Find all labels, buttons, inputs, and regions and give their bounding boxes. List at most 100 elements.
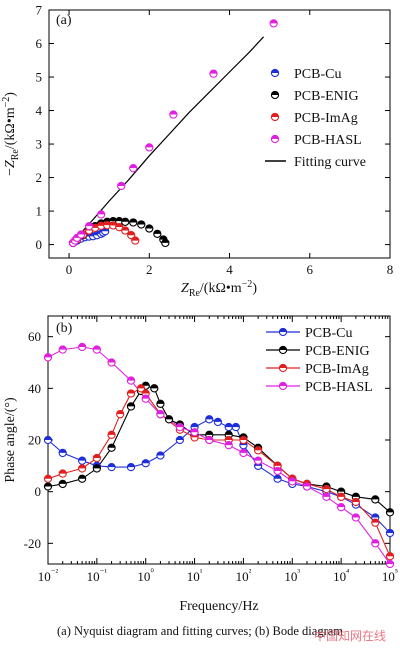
bode-point	[107, 358, 116, 367]
marker-fill	[288, 477, 296, 482]
bode-point	[302, 482, 312, 491]
marker-fill	[44, 482, 52, 487]
marker-fill	[190, 428, 199, 433]
marker-fill	[78, 343, 86, 347]
nyquist-fitting-curve	[70, 36, 265, 245]
bode-point	[371, 495, 380, 504]
marker-fill	[214, 418, 222, 422]
bode-x-tick-label: 10⁰	[137, 567, 154, 584]
nyquist-point	[131, 236, 140, 245]
marker-fill	[137, 220, 145, 225]
marker-fill	[270, 19, 278, 24]
bode-axes: 10⁻² 10⁻¹ 10⁰ 10¹ 10² 10³ 10⁴ 10⁵ -20 0 20 40 60	[24, 316, 398, 584]
nyquist-point	[161, 238, 170, 248]
nyquist-x-tick-label: 4	[226, 262, 233, 277]
bode-x-tick-label: 10⁻²	[38, 567, 59, 584]
marker-fill	[107, 444, 116, 448]
bode-point	[336, 492, 346, 501]
bode-point	[107, 462, 116, 472]
marker-fill	[176, 436, 184, 440]
nyquist-point	[97, 210, 106, 219]
bode-point	[336, 503, 346, 512]
marker-fill	[205, 436, 213, 440]
bode-point	[92, 464, 102, 473]
marker-fill	[109, 221, 117, 226]
bode-y-tick-label: 0	[35, 484, 42, 499]
nyquist-point	[97, 221, 106, 230]
nyquist-y-tick-label: 2	[36, 170, 43, 185]
bode-point	[351, 497, 361, 507]
bode-point	[107, 430, 116, 439]
nyquist-plot-frame	[48, 9, 391, 259]
marker-fill	[142, 459, 150, 464]
marker-fill	[77, 230, 85, 235]
nyquist-point	[90, 223, 100, 232]
marker-fill	[371, 519, 379, 523]
bode-point	[205, 435, 214, 445]
bode-point	[239, 435, 248, 445]
nyquist-panel-label: (a)	[56, 13, 72, 28]
marker-fill	[161, 239, 169, 243]
bode-point	[288, 477, 297, 486]
legend-marker	[270, 112, 280, 122]
marker-fill	[239, 436, 248, 440]
bode-point	[385, 559, 395, 569]
bode-point	[239, 448, 248, 458]
marker-fill	[59, 345, 67, 350]
bode-y-tick-label: 20	[28, 433, 41, 448]
nyquist-point	[137, 220, 146, 229]
nyquist-point	[109, 221, 118, 230]
marker-fill	[209, 70, 218, 74]
marker-fill	[271, 91, 279, 95]
legend-label: PCB-HASL	[305, 380, 373, 395]
marker-fill	[59, 469, 67, 474]
bode-point	[385, 528, 395, 538]
nyquist-point	[121, 226, 130, 235]
marker-fill	[103, 218, 111, 222]
marker-fill	[190, 423, 199, 428]
marker-fill	[44, 436, 52, 440]
marker-fill	[225, 431, 233, 435]
nyquist-axes: 0 2 4 6 8 0 1 2 3 4 5 6 7	[36, 3, 394, 278]
nyquist-point	[153, 229, 162, 239]
marker-fill	[121, 218, 129, 222]
bode-point	[92, 453, 102, 463]
marker-fill	[232, 423, 240, 428]
nyquist-y-tick-label: 7	[36, 3, 43, 18]
legend-marker	[278, 363, 288, 373]
marker-fill	[97, 210, 105, 215]
marker-fill	[279, 328, 287, 332]
nyquist-y-tick-label: 1	[36, 204, 43, 219]
marker-fill	[115, 217, 123, 222]
bode-point	[92, 345, 102, 354]
bode-series-line	[47, 346, 391, 565]
marker-fill	[165, 415, 173, 420]
marker-fill	[107, 463, 116, 468]
marker-fill	[371, 513, 379, 518]
marker-fill	[352, 493, 360, 497]
marker-fill	[279, 364, 287, 368]
legend-label: PCB-HASL	[294, 133, 362, 148]
legend-label: Fitting curve	[294, 155, 366, 170]
marker-fill	[322, 493, 331, 497]
bode-point	[43, 435, 53, 445]
marker-fill	[273, 467, 282, 471]
nyquist-point	[127, 231, 136, 240]
marker-fill	[322, 485, 331, 490]
marker-fill	[97, 222, 105, 226]
legend-label: PCB-ImAg	[305, 362, 369, 377]
marker-fill	[169, 110, 177, 115]
bode-point	[231, 422, 241, 432]
bode-point	[126, 462, 136, 472]
bode-point	[322, 484, 331, 494]
marker-fill	[273, 462, 282, 466]
marker-fill	[273, 475, 282, 479]
bode-point	[141, 459, 150, 468]
bode-point	[253, 446, 263, 455]
nyquist-point	[117, 181, 126, 191]
marker-fill	[225, 423, 233, 428]
nyquist-y-tick-label: 3	[36, 137, 43, 152]
marker-fill	[386, 508, 394, 513]
marker-fill	[279, 382, 287, 386]
nyquist-point	[269, 19, 278, 28]
